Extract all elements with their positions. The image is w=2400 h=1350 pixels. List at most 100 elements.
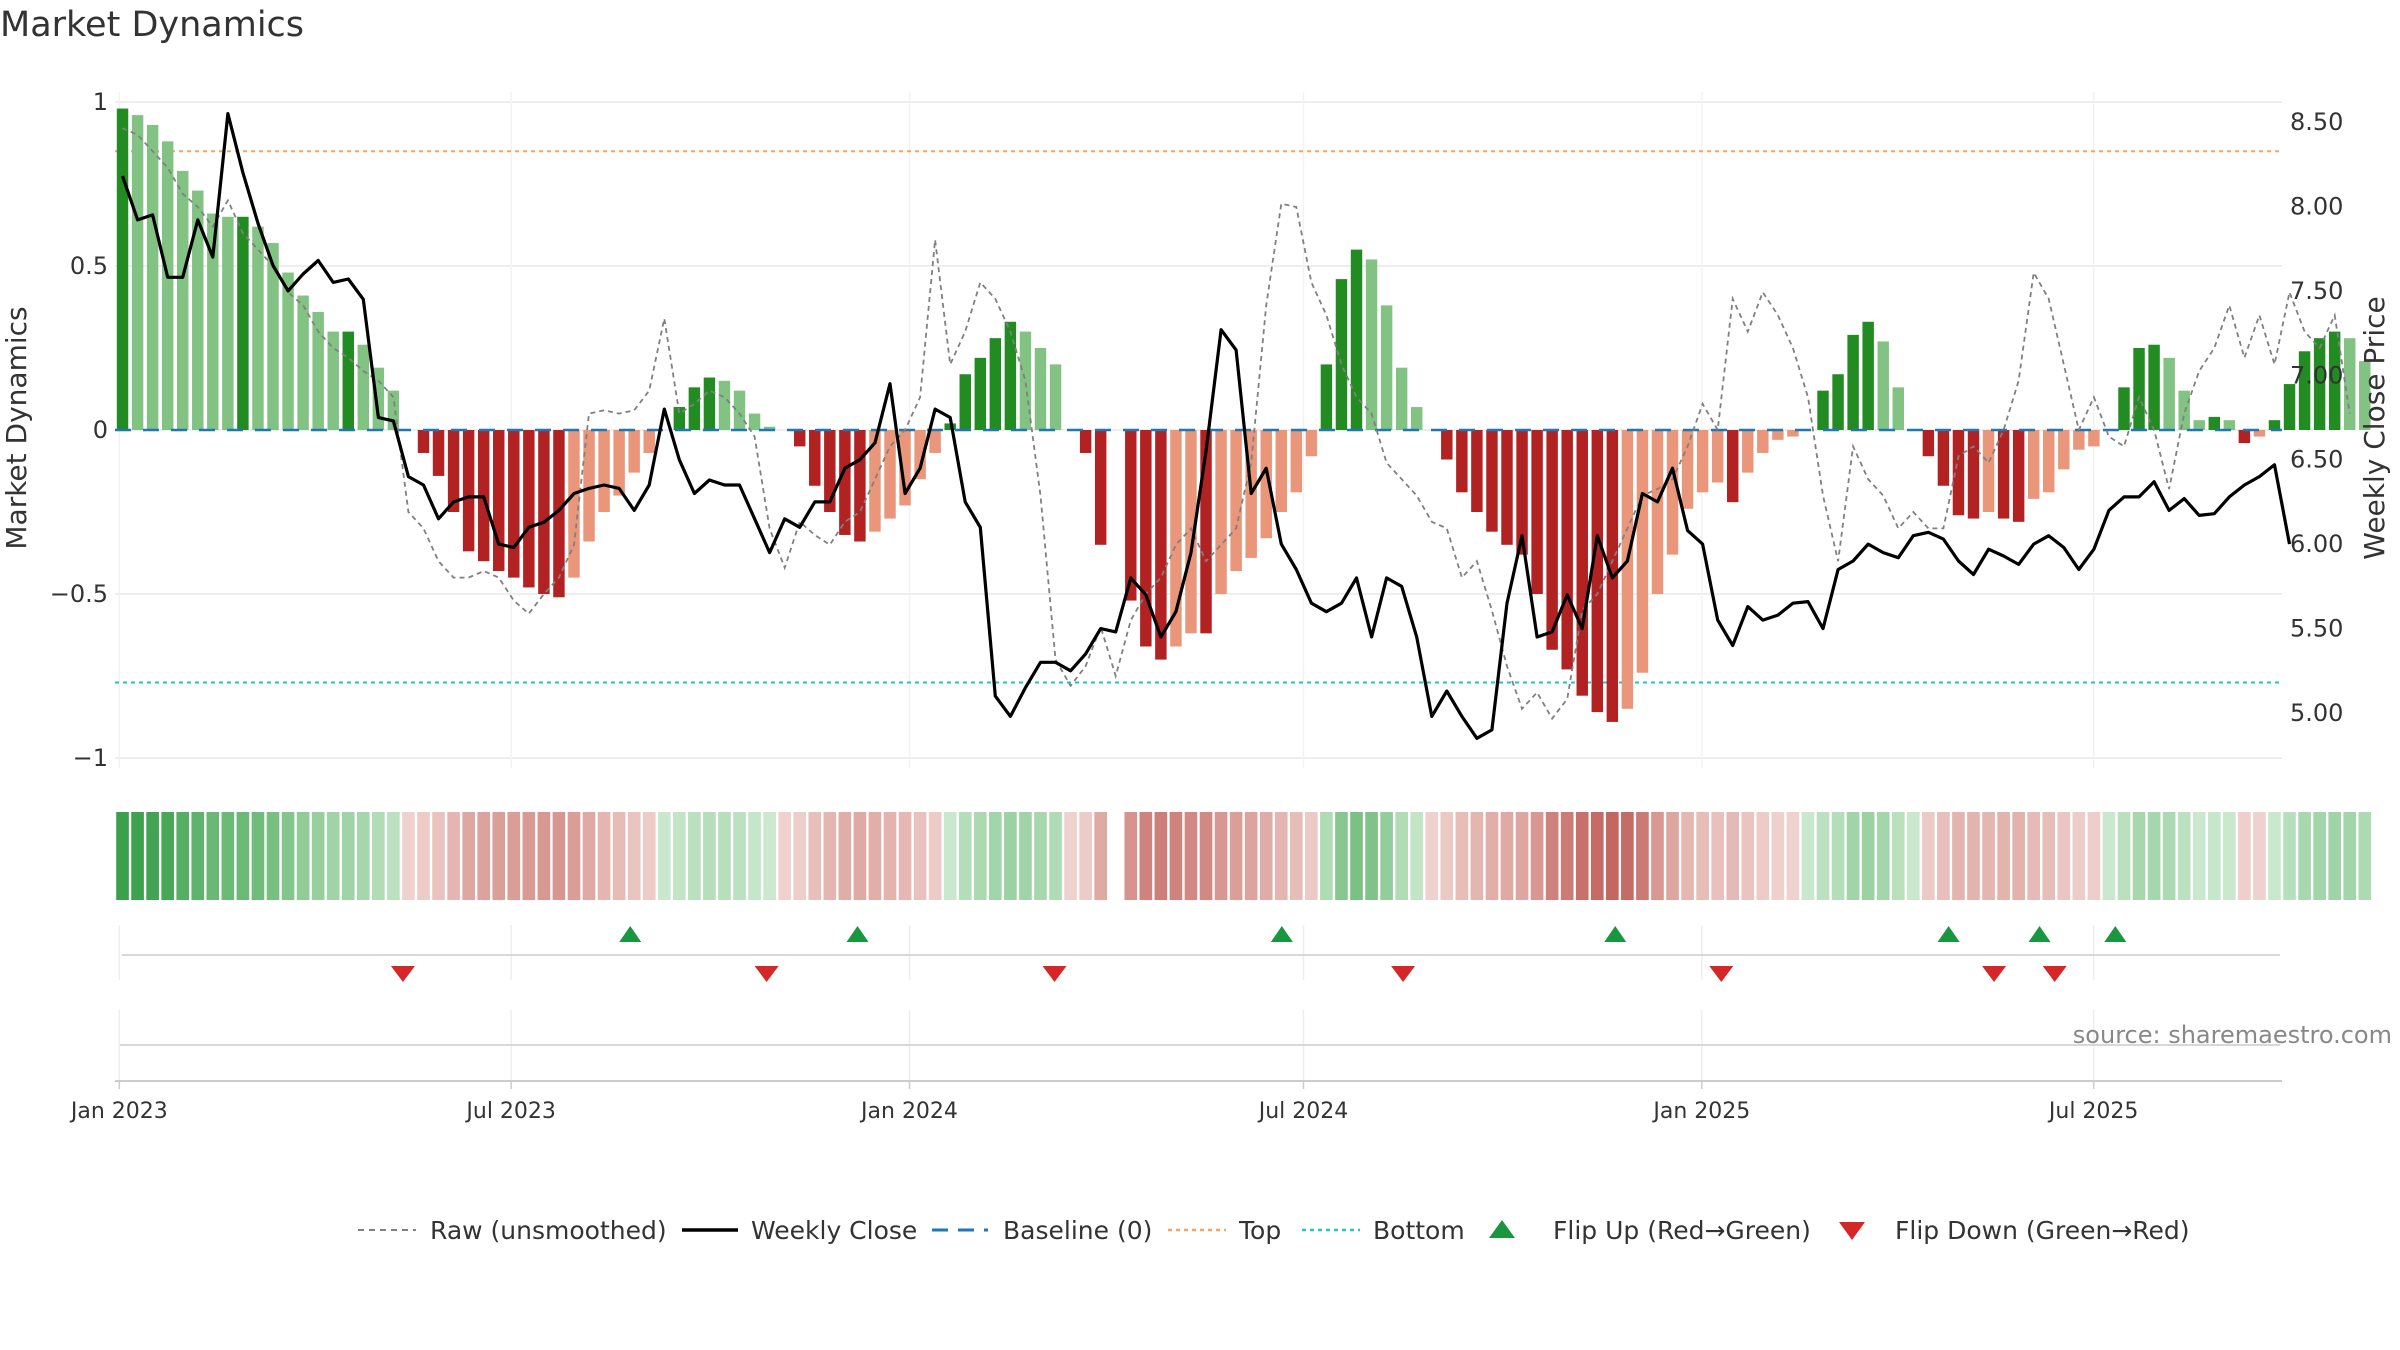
strip-cell <box>2343 812 2357 900</box>
md-bar <box>1125 430 1137 601</box>
left-tick-label: −0.5 <box>50 580 108 608</box>
md-bar <box>854 430 866 542</box>
strip-cell <box>793 812 807 900</box>
md-bar <box>387 390 400 430</box>
strip-cell <box>1124 812 1138 900</box>
market-dynamics-bars <box>116 108 2371 722</box>
strip-cell <box>1274 812 1288 900</box>
legend-label-close: Weekly Close <box>751 1216 917 1245</box>
strip-cell <box>2192 812 2206 900</box>
strip-cell <box>2268 812 2281 900</box>
weekly-close-line <box>120 112 2292 740</box>
md-bar <box>2238 430 2251 444</box>
strip-cell <box>2072 812 2086 900</box>
strip-cell <box>642 812 656 900</box>
md-bar <box>1727 430 1739 503</box>
x-tick-label: Jan 2024 <box>859 1099 958 1124</box>
legend-label-flip-up: Flip Up (Red→Green) <box>1553 1216 1811 1245</box>
strip-cell <box>2223 812 2236 900</box>
strip-cell <box>161 812 174 900</box>
strip-cell <box>2238 812 2251 900</box>
strip-cell <box>552 812 566 900</box>
md-bar <box>161 141 174 431</box>
md-bar <box>1862 321 1874 430</box>
md-bar <box>1155 430 1167 660</box>
md-bar <box>1832 374 1844 430</box>
md-bar <box>2253 430 2266 437</box>
md-bar <box>523 430 535 588</box>
md-bar <box>508 430 520 578</box>
strip-cell <box>341 812 355 900</box>
strip-cell <box>176 812 190 900</box>
strip-cell <box>1079 812 1092 900</box>
legend-item-flip-down: Flip Down (Green→Red) <box>1839 1216 2190 1245</box>
md-bar <box>1471 430 1483 512</box>
md-bar <box>884 430 896 519</box>
strip-cell <box>1786 812 1800 900</box>
strip-cell <box>326 812 340 900</box>
strip-cell <box>356 812 370 900</box>
strip-cell <box>1214 812 1228 900</box>
md-bar <box>1711 430 1724 483</box>
md-bar <box>297 295 309 430</box>
flip-up-marker <box>1604 926 1627 942</box>
strip-cell <box>1816 812 1830 900</box>
md-bar <box>177 170 189 430</box>
flip-up-marker <box>2104 926 2127 942</box>
strip-cell <box>1741 812 1755 900</box>
md-bar <box>252 226 264 430</box>
strip-cell <box>733 812 746 900</box>
strip-cell <box>1064 812 1077 900</box>
md-bar <box>1079 430 1092 453</box>
strip-cell <box>2042 812 2056 900</box>
right-tick-label: 6.00 <box>2290 530 2343 558</box>
md-bar <box>1260 430 1272 539</box>
strip-cell <box>372 812 385 900</box>
strip-cell <box>2298 812 2311 900</box>
x-tick-label: Jul 2025 <box>2047 1099 2139 1124</box>
flip-down-marker <box>2042 966 2067 982</box>
md-bar <box>432 430 445 476</box>
md-bar <box>146 124 159 431</box>
heat-strip <box>116 812 2372 900</box>
md-bar <box>733 390 746 430</box>
md-bar <box>1922 430 1935 457</box>
md-bar <box>1516 430 1528 555</box>
strip-cell <box>853 812 867 900</box>
md-bar <box>989 338 1002 430</box>
md-bar <box>1335 279 1348 430</box>
strip-cell <box>748 812 761 900</box>
md-bar <box>1230 430 1242 572</box>
strip-cell <box>1154 812 1168 900</box>
strip-cell <box>2132 812 2146 900</box>
md-bar <box>2359 361 2371 430</box>
legend-label-bottom: Bottom <box>1373 1216 1465 1245</box>
md-bar <box>2328 331 2341 430</box>
flip-up-icon <box>1489 1220 1515 1238</box>
strip-cell <box>1621 812 1634 900</box>
strip-cell <box>1922 812 1935 900</box>
strip-cell <box>763 812 776 900</box>
strip-cell <box>1229 812 1243 900</box>
strip-cell <box>778 812 791 900</box>
strip-cell <box>2087 812 2101 900</box>
md-bar <box>1200 430 1212 634</box>
strip-cell <box>2162 812 2176 900</box>
strip-cell <box>1049 812 1062 900</box>
strip-cell <box>1094 812 1107 900</box>
strip-cell <box>1801 812 1815 900</box>
md-bar <box>809 430 821 486</box>
right-axis-label: Weekly Close Price <box>2358 296 2391 559</box>
strip-cell <box>1440 812 1454 900</box>
md-bar <box>342 331 354 430</box>
strip-cell <box>627 812 641 900</box>
md-bar <box>1215 430 1227 594</box>
md-bar <box>1410 407 1423 430</box>
flip-panel-gridlines <box>118 925 2095 980</box>
md-bar <box>1757 430 1769 453</box>
legend-item-close: Weekly Close <box>682 1216 917 1245</box>
left-tick-label: 0.5 <box>70 252 108 280</box>
strip-cell <box>973 812 987 900</box>
md-bar <box>929 430 941 453</box>
md-bar <box>1847 334 1859 430</box>
